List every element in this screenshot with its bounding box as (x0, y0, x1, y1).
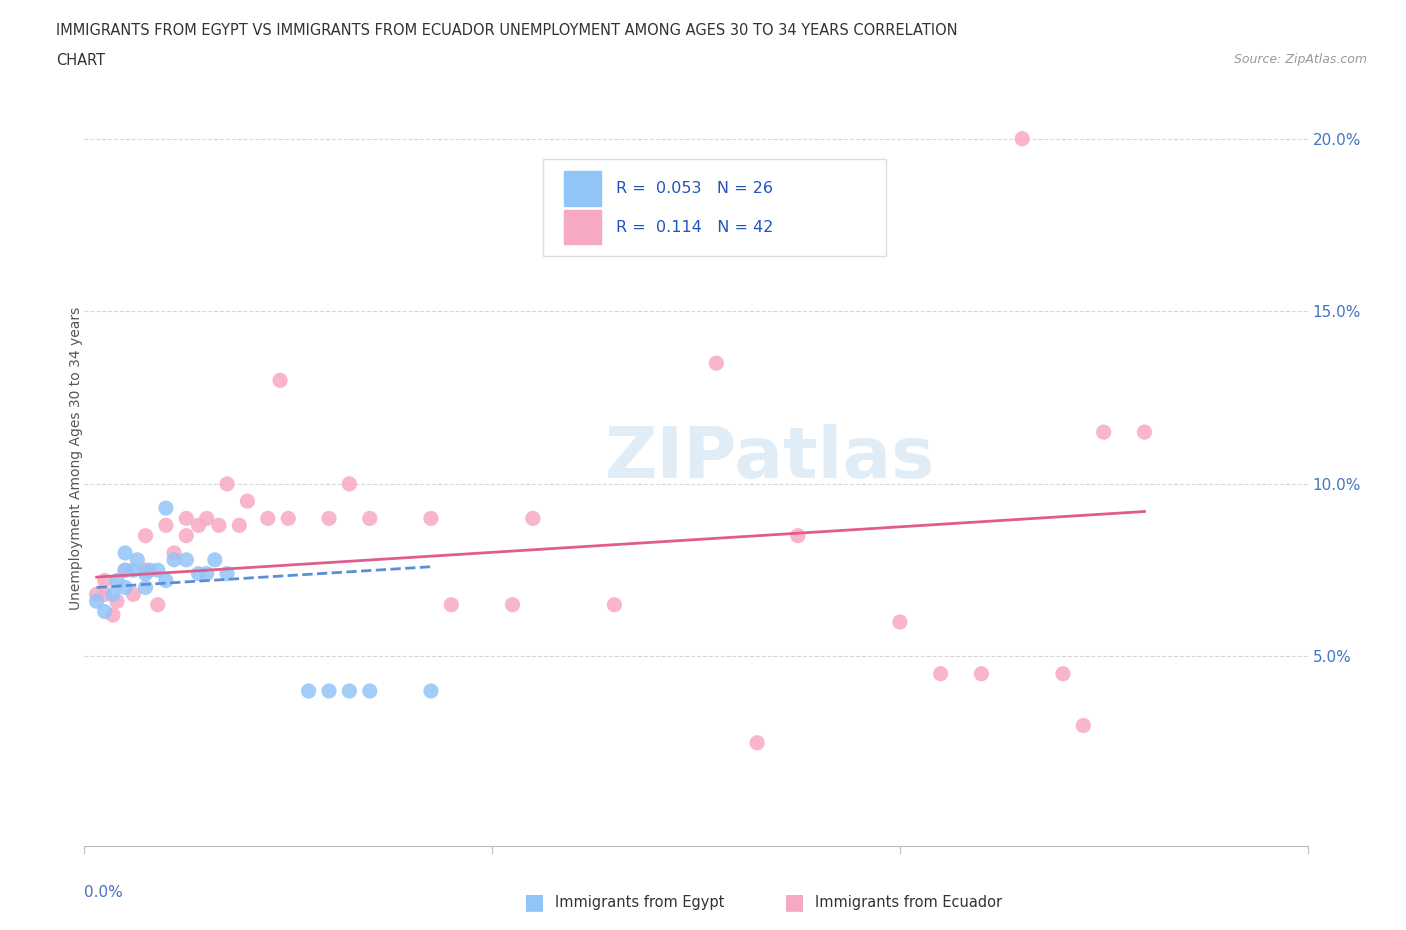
Text: Source: ZipAtlas.com: Source: ZipAtlas.com (1233, 53, 1367, 66)
Text: R =  0.053   N = 26: R = 0.053 N = 26 (616, 181, 773, 196)
Point (277, 511, 299, 525)
Point (318, 511, 340, 525)
Point (163, 546, 186, 561)
Point (269, 373, 291, 388)
Point (1052, 666, 1074, 681)
Point (146, 563, 169, 578)
Point (1011, 131, 1033, 146)
Point (122, 563, 145, 578)
Point (318, 684, 340, 698)
Bar (564, 171, 600, 206)
Point (93, 573, 117, 588)
Point (138, 563, 160, 578)
Point (101, 587, 124, 602)
Text: Immigrants from Ecuador: Immigrants from Ecuador (815, 895, 1002, 910)
Text: ■: ■ (785, 892, 804, 912)
Point (420, 684, 443, 698)
Point (187, 518, 209, 533)
Point (1092, 425, 1115, 440)
Y-axis label: Unemployment Among Ages 30 to 34 years: Unemployment Among Ages 30 to 34 years (69, 306, 83, 610)
Point (93, 587, 117, 602)
Point (1073, 718, 1095, 733)
Point (114, 580, 136, 595)
Point (114, 563, 136, 578)
Point (1133, 425, 1156, 440)
Point (420, 511, 443, 525)
Point (603, 597, 626, 612)
Point (208, 518, 231, 533)
Point (86, 594, 108, 609)
Point (195, 511, 218, 525)
Point (929, 666, 952, 681)
Point (135, 528, 157, 543)
Point (187, 566, 209, 581)
Point (889, 615, 911, 630)
Point (114, 546, 136, 561)
Point (135, 580, 157, 595)
Point (228, 518, 250, 533)
Point (502, 597, 524, 612)
Point (146, 597, 169, 612)
Point (122, 587, 145, 602)
Point (747, 736, 769, 751)
Point (236, 494, 259, 509)
Point (522, 511, 544, 525)
Point (86, 587, 108, 602)
Point (257, 511, 280, 525)
Point (135, 566, 157, 581)
Text: IMMIGRANTS FROM EGYPT VS IMMIGRANTS FROM ECUADOR UNEMPLOYMENT AMONG AGES 30 TO 3: IMMIGRANTS FROM EGYPT VS IMMIGRANTS FROM… (56, 23, 957, 38)
Point (155, 518, 177, 533)
Point (787, 528, 810, 543)
Point (163, 552, 186, 567)
Point (217, 566, 239, 581)
Point (970, 666, 993, 681)
Point (93, 604, 117, 619)
Point (155, 573, 177, 588)
Point (359, 684, 381, 698)
Point (706, 355, 728, 370)
FancyBboxPatch shape (543, 159, 886, 256)
Point (176, 511, 198, 525)
Point (217, 476, 239, 491)
Point (176, 528, 198, 543)
Point (339, 684, 361, 698)
Point (105, 573, 128, 588)
Point (101, 607, 124, 622)
Point (204, 552, 226, 567)
Point (440, 597, 463, 612)
Point (339, 476, 361, 491)
Point (155, 500, 177, 515)
Point (114, 563, 136, 578)
Text: ZIPatlas: ZIPatlas (605, 423, 935, 493)
Point (105, 594, 128, 609)
Text: ■: ■ (524, 892, 544, 912)
Point (176, 552, 198, 567)
Point (135, 563, 157, 578)
Point (359, 511, 381, 525)
Point (195, 566, 218, 581)
Text: 0.0%: 0.0% (84, 885, 124, 900)
Point (298, 684, 321, 698)
Text: R =  0.114   N = 42: R = 0.114 N = 42 (616, 219, 773, 235)
Text: Immigrants from Egypt: Immigrants from Egypt (555, 895, 724, 910)
Bar (564, 209, 600, 245)
Text: CHART: CHART (56, 53, 105, 68)
Point (127, 552, 149, 567)
